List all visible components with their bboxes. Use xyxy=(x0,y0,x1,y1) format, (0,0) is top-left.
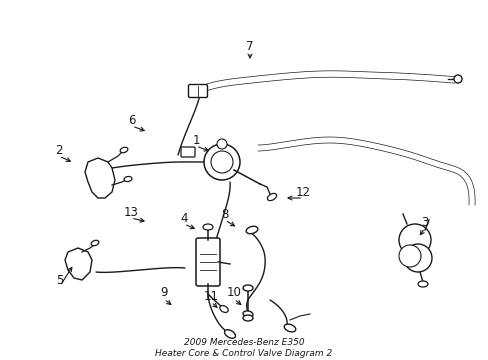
Text: 2: 2 xyxy=(55,144,62,157)
Text: 11: 11 xyxy=(203,289,218,302)
Ellipse shape xyxy=(243,311,252,317)
Ellipse shape xyxy=(267,193,276,201)
FancyBboxPatch shape xyxy=(188,85,207,98)
Text: 7: 7 xyxy=(246,40,253,53)
Text: 8: 8 xyxy=(221,207,228,220)
Circle shape xyxy=(403,244,431,272)
Circle shape xyxy=(203,144,240,180)
Circle shape xyxy=(210,151,232,173)
Ellipse shape xyxy=(284,324,295,332)
Text: 4: 4 xyxy=(180,211,187,225)
Ellipse shape xyxy=(124,176,132,181)
Ellipse shape xyxy=(243,315,252,321)
Ellipse shape xyxy=(224,330,235,338)
Text: 13: 13 xyxy=(123,206,138,219)
Text: 9: 9 xyxy=(160,287,167,300)
FancyBboxPatch shape xyxy=(196,238,220,286)
Polygon shape xyxy=(65,248,92,280)
Ellipse shape xyxy=(243,285,252,291)
FancyBboxPatch shape xyxy=(181,147,195,157)
Text: 10: 10 xyxy=(226,287,241,300)
Text: 2009 Mercedes-Benz E350
Heater Core & Control Valve Diagram 2: 2009 Mercedes-Benz E350 Heater Core & Co… xyxy=(155,338,332,358)
Ellipse shape xyxy=(245,226,257,234)
Circle shape xyxy=(398,245,420,267)
Ellipse shape xyxy=(203,224,213,230)
Text: 6: 6 xyxy=(128,113,136,126)
Ellipse shape xyxy=(220,306,228,312)
Circle shape xyxy=(453,75,461,83)
Text: 5: 5 xyxy=(56,274,63,287)
Circle shape xyxy=(217,139,226,149)
Polygon shape xyxy=(85,158,115,198)
Text: 1: 1 xyxy=(192,134,199,147)
Ellipse shape xyxy=(91,240,99,246)
Ellipse shape xyxy=(417,281,427,287)
Ellipse shape xyxy=(120,147,127,153)
Circle shape xyxy=(398,224,430,256)
Text: 12: 12 xyxy=(295,185,310,198)
Text: 3: 3 xyxy=(421,216,428,229)
